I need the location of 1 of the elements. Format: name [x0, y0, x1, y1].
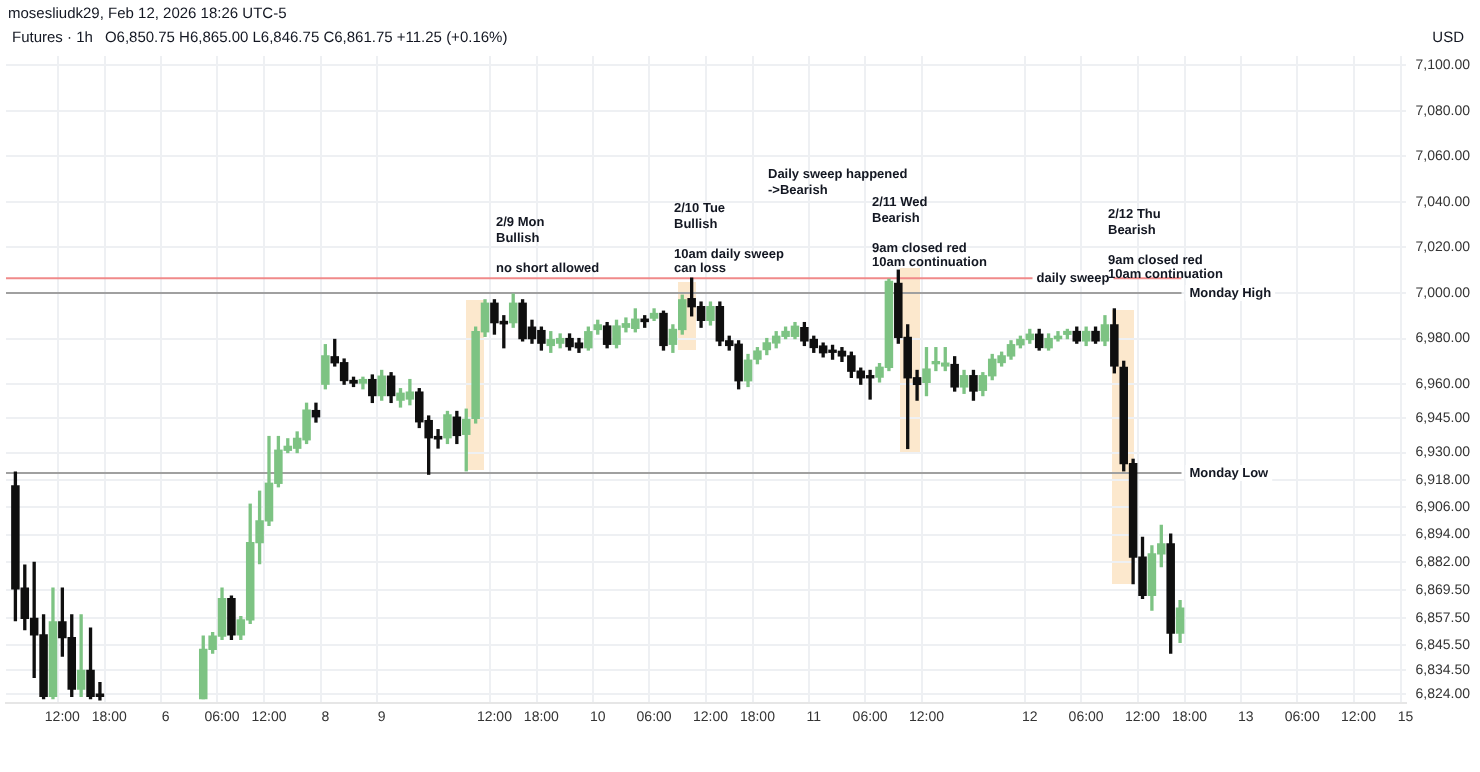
candlestick [76, 614, 86, 698]
